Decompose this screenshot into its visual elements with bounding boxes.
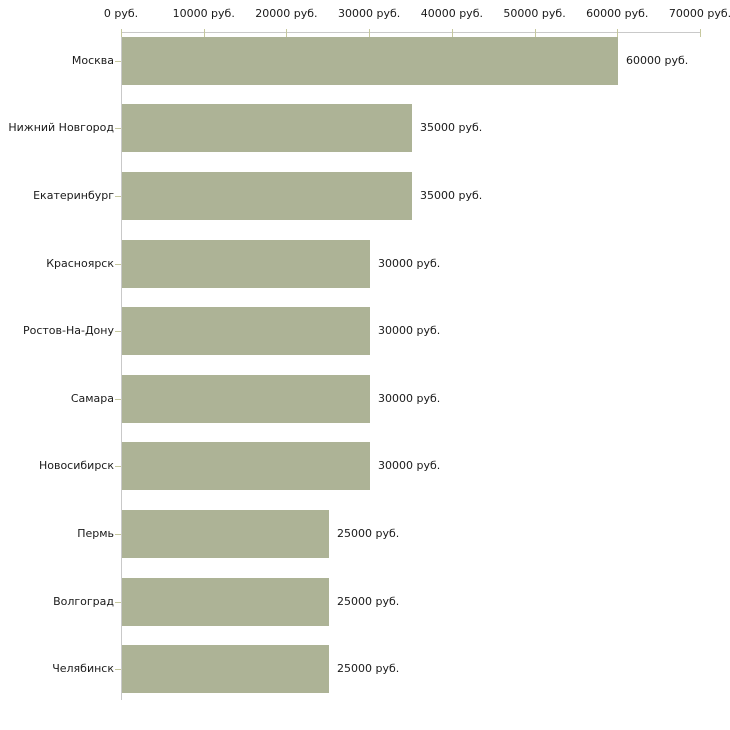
bar-row: Новосибирск 30000 руб. <box>0 433 730 501</box>
bar <box>122 509 329 558</box>
value-label: 35000 руб. <box>420 121 483 135</box>
y-axis-line <box>121 32 122 700</box>
x-axis-tick <box>203 29 205 37</box>
x-axis-tick <box>700 29 701 37</box>
x-axis-tick <box>369 29 371 37</box>
x-axis-line <box>121 32 700 33</box>
x-axis-tick-label: 10000 руб. <box>172 7 235 20</box>
x-axis-tick-label: 20000 руб. <box>255 7 318 20</box>
category-label: Красноярск <box>46 256 114 270</box>
bar <box>122 239 370 288</box>
value-label: 25000 руб. <box>337 662 400 676</box>
bar <box>122 36 618 85</box>
y-axis-tick <box>115 60 121 62</box>
bar <box>122 577 329 626</box>
bar-row: Красноярск 30000 руб. <box>0 230 730 298</box>
bar <box>122 104 412 153</box>
value-label: 30000 руб. <box>378 256 441 270</box>
bar-row: Москва 60000 руб. <box>0 27 730 95</box>
x-axis-tick-label: 70000 руб. <box>668 7 730 20</box>
x-axis-tick <box>121 29 122 37</box>
x-axis-tick-label: 40000 руб. <box>420 7 483 20</box>
x-axis-tick <box>286 29 288 37</box>
y-axis-tick <box>115 128 121 130</box>
y-axis-tick <box>115 601 121 603</box>
x-axis-tick <box>451 29 453 37</box>
category-label: Волгоград <box>53 594 114 608</box>
category-label: Ростов-На-Дону <box>22 324 114 338</box>
category-label: Нижний Новгород <box>8 121 114 135</box>
x-axis-tick-label: 30000 руб. <box>338 7 401 20</box>
value-label: 60000 руб. <box>626 53 689 67</box>
x-axis-tick-label: 50000 руб. <box>503 7 566 20</box>
value-label: 30000 руб. <box>378 459 441 473</box>
y-axis-tick <box>115 398 121 400</box>
y-axis-tick <box>115 263 121 265</box>
category-label: Челябинск <box>52 662 114 676</box>
value-label: 25000 руб. <box>337 594 400 608</box>
bar <box>122 442 370 491</box>
bar <box>122 374 370 423</box>
category-label: Новосибирск <box>38 459 114 473</box>
value-label: 30000 руб. <box>378 391 441 405</box>
x-axis-tick-label: 60000 руб. <box>586 7 649 20</box>
category-label: Екатеринбург <box>33 188 114 202</box>
y-axis-tick <box>115 533 121 535</box>
y-axis-tick <box>115 669 121 671</box>
bar-row: Волгоград 25000 руб. <box>0 568 730 636</box>
bar <box>122 171 412 220</box>
y-axis-tick <box>115 466 121 468</box>
bar <box>122 645 329 694</box>
category-label: Пермь <box>77 526 114 540</box>
value-label: 25000 руб. <box>337 526 400 540</box>
bar-row: Пермь 25000 руб. <box>0 500 730 568</box>
y-axis-tick <box>115 331 121 333</box>
bar-row: Челябинск 25000 руб. <box>0 635 730 703</box>
y-axis-tick <box>115 195 121 197</box>
bar-row: Ростов-На-Дону 30000 руб. <box>0 297 730 365</box>
bar-row: Нижний Новгород 35000 руб. <box>0 95 730 163</box>
category-label: Москва <box>71 53 114 67</box>
value-label: 30000 руб. <box>378 324 441 338</box>
bar-row: Екатеринбург 35000 руб. <box>0 162 730 230</box>
x-axis-tick-label: 0 руб. <box>103 7 139 20</box>
category-label: Самара <box>70 391 114 405</box>
x-axis-tick <box>617 29 619 37</box>
value-label: 35000 руб. <box>420 188 483 202</box>
bar-row: Самара 30000 руб. <box>0 365 730 433</box>
x-axis-tick <box>534 29 536 37</box>
bar <box>122 307 370 356</box>
